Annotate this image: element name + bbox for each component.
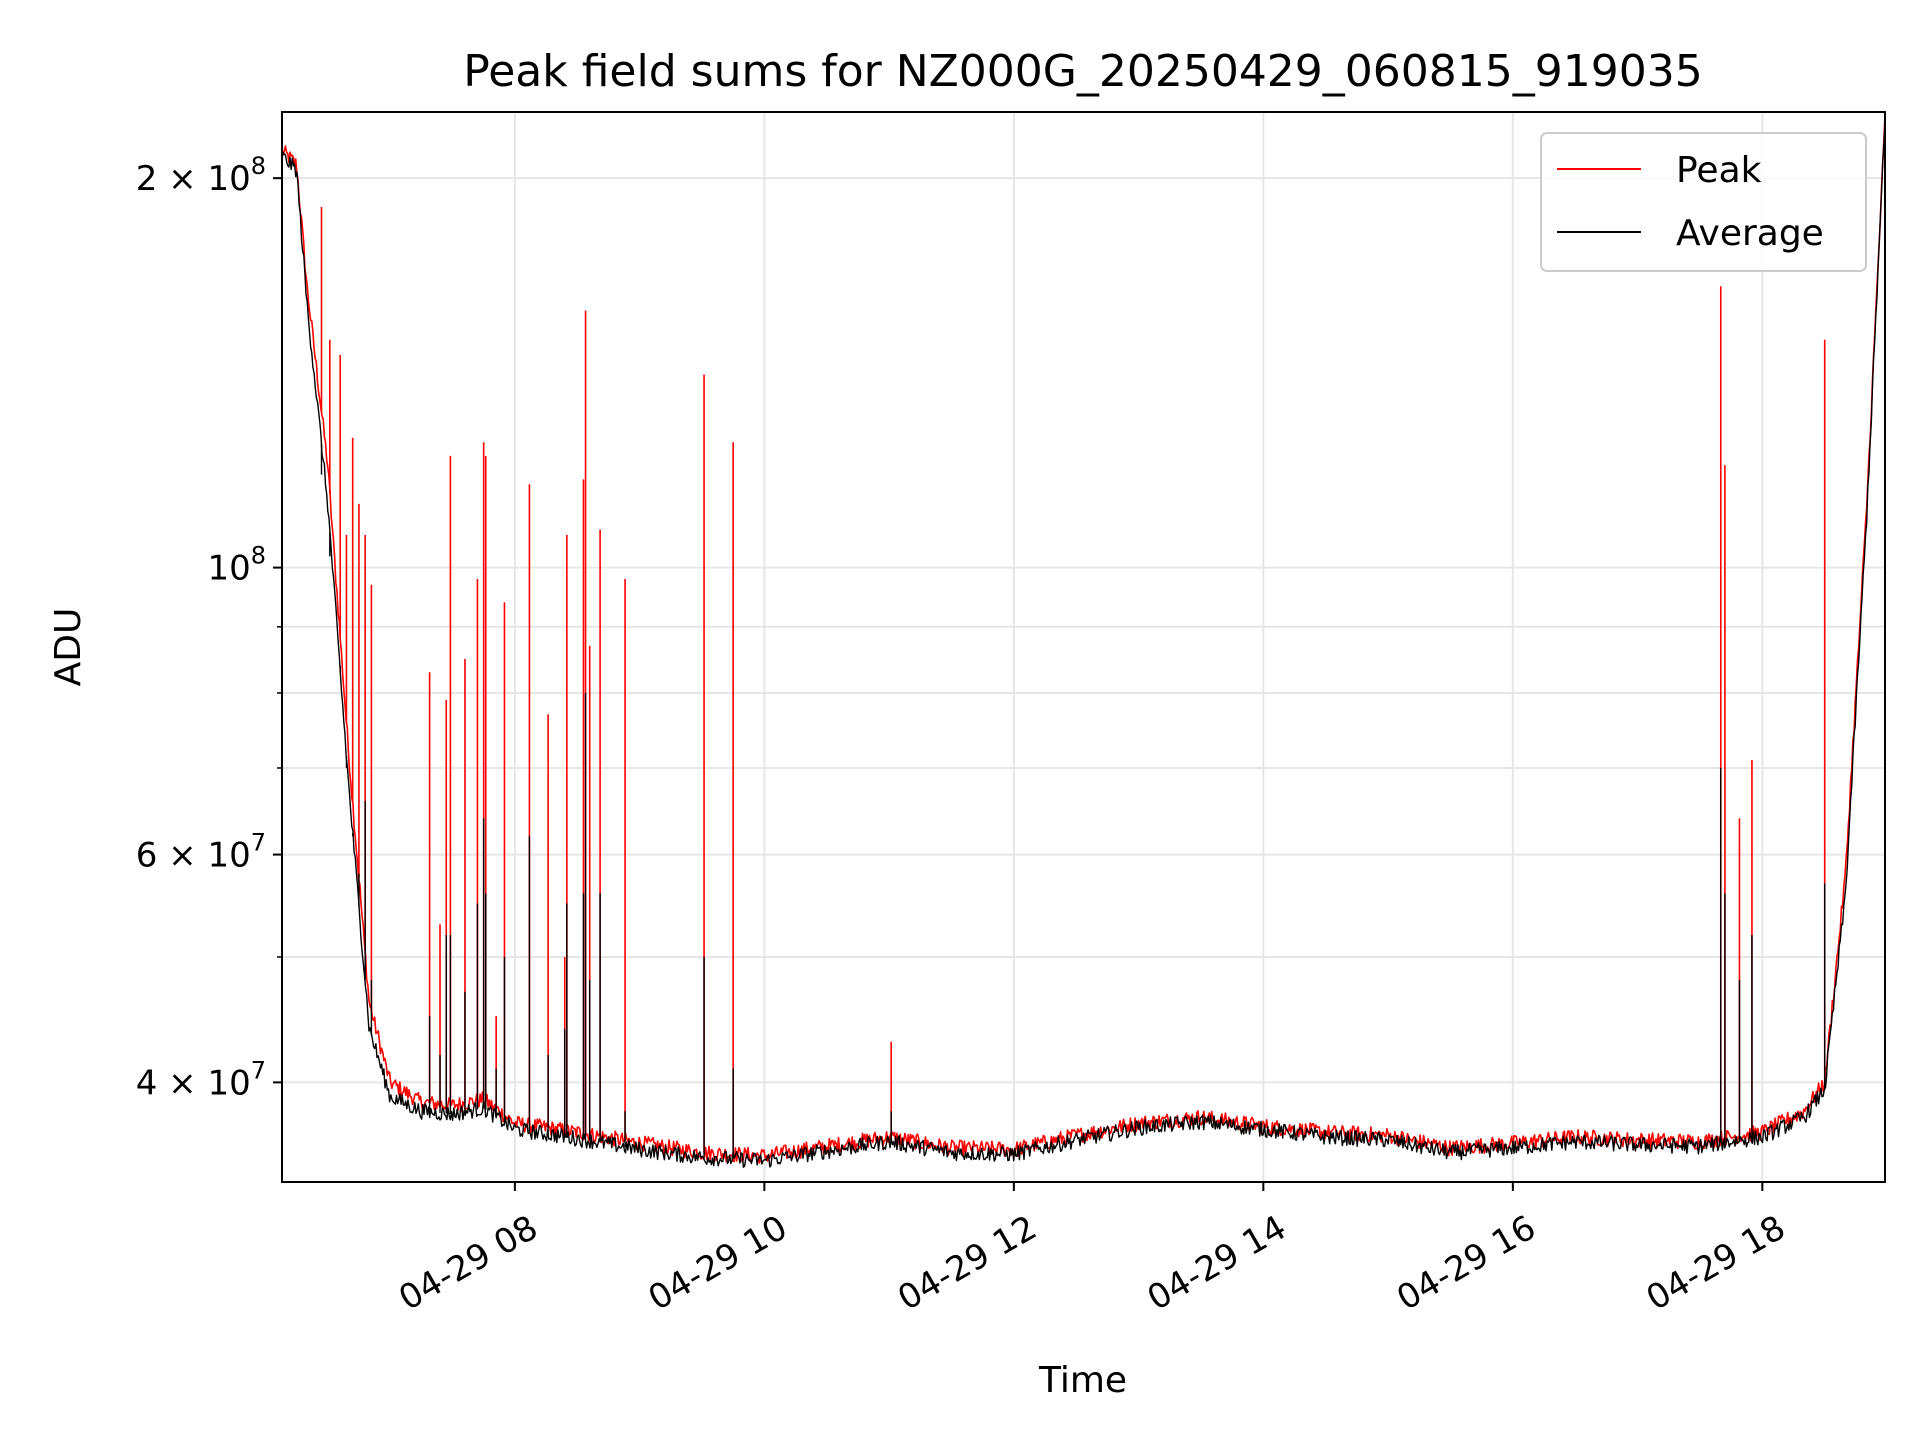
axes-frame (281, 111, 1886, 1183)
chart-title: Peak field sums for NZ000G_20250429_0608… (463, 46, 1702, 97)
legend-peak-label: Peak (1676, 150, 1762, 191)
legend: Peak Average (1540, 132, 1867, 272)
y-tick-label: 108 (207, 542, 266, 589)
x-axis-label: Time (1038, 1360, 1127, 1401)
legend-average-label: Average (1676, 213, 1824, 254)
y-tick-label: 6 × 107 (136, 829, 266, 876)
y-tick-label: 2 × 108 (136, 152, 266, 199)
series-line-average (281, 119, 1886, 1168)
y-axis-ticks: 4 × 107 6 × 107 108 2 × 108 (136, 152, 282, 1103)
legend-box (1540, 132, 1867, 272)
y-tick-label: 4 × 107 (136, 1056, 266, 1103)
series-line-peak (281, 115, 1886, 1164)
y-axis-label: ADU (48, 608, 89, 687)
series-layer (281, 115, 1886, 1168)
